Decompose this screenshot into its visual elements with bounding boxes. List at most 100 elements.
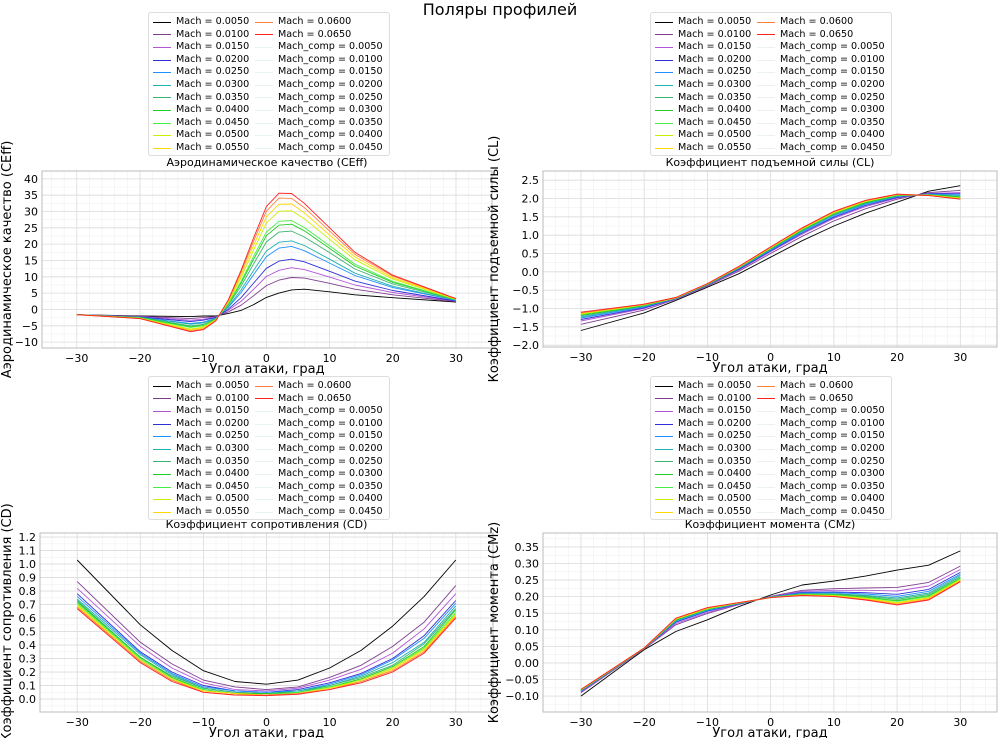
legend-label: Mach_comp = 0.0350 — [780, 116, 885, 128]
x-tick-label: 20 — [890, 351, 904, 364]
legend-item: Mach = 0.0150 — [655, 41, 751, 54]
y-tick-label: 1.1 — [19, 545, 37, 558]
x-tick-label: 0 — [767, 716, 774, 729]
figure-title: Поляры профилей — [422, 0, 578, 19]
legend-item: Mach = 0.0350 — [153, 92, 249, 105]
series-line-0.0200 — [76, 258, 457, 322]
legend-item: Mach = 0.0400 — [655, 104, 751, 117]
series-line-0.0100 — [580, 565, 961, 694]
legend-item: Mach_comp = 0.0200 — [757, 79, 885, 92]
legend-item: Mach_comp = 0.0250 — [255, 456, 383, 469]
legend-line-swatch — [757, 473, 775, 475]
series-line-0.0300 — [76, 240, 457, 325]
legend-column: Mach = 0.0600 Mach = 0.0650 Mach_comp = 0.… — [255, 16, 383, 155]
axes-frame — [542, 532, 998, 713]
legend-label: Mach_comp = 0.0450 — [780, 141, 885, 153]
legend-item: Mach = 0.0650 — [757, 393, 885, 406]
legend-line-swatch — [757, 135, 775, 137]
series-line-0.0550 — [76, 203, 457, 331]
x-tick-label: 30 — [449, 716, 463, 729]
legend-label: Mach_comp = 0.0150 — [780, 430, 885, 442]
legend-label: Mach_comp = 0.0300 — [278, 468, 383, 480]
legend-line-swatch — [757, 410, 775, 412]
legend-label: Mach_comp = 0.0400 — [278, 129, 383, 141]
y-tick-label: 1.0 — [19, 558, 37, 571]
legend-line-swatch — [655, 72, 673, 74]
legend-label: Mach_comp = 0.0050 — [278, 405, 383, 417]
legend-line-swatch — [255, 423, 273, 425]
legend: Mach = 0.0050 Mach = 0.0100 Mach = 0.0150 M… — [148, 12, 390, 156]
legend-item: Mach_comp = 0.0150 — [255, 66, 383, 79]
legend-item: Mach_comp = 0.0400 — [255, 493, 383, 506]
series-line-0.0050 — [580, 185, 961, 331]
legend-column: Mach = 0.0050 Mach = 0.0100 Mach = 0.0150 M… — [153, 380, 249, 519]
y-tick-label: 0.4 — [19, 639, 37, 652]
x-tick-label: 10 — [323, 716, 337, 729]
legend-line-swatch — [757, 436, 775, 438]
series-line-0.0600 — [76, 197, 457, 332]
legend-line-swatch — [757, 398, 775, 400]
legend-item: Mach = 0.0600 — [255, 380, 383, 393]
legend-item: Mach = 0.0550 — [153, 142, 249, 155]
legend-item: Mach = 0.0450 — [153, 117, 249, 130]
legend-line-swatch — [655, 109, 673, 111]
legend-label: Mach = 0.0400 — [678, 104, 752, 116]
series-line-0.0150 — [76, 267, 457, 321]
legend-label: Mach_comp = 0.0400 — [780, 129, 885, 141]
series-line-0.0050 — [76, 288, 457, 318]
legend-item: Mach = 0.0300 — [153, 79, 249, 92]
legend-item: Mach_comp = 0.0100 — [255, 54, 383, 67]
legend-line-swatch — [255, 59, 273, 61]
legend-item: Mach_comp = 0.0300 — [757, 468, 885, 481]
legend-label: Mach_comp = 0.0450 — [780, 505, 885, 517]
legend-item: Mach_comp = 0.0200 — [255, 79, 383, 92]
legend-line-swatch — [655, 473, 673, 475]
legend-label: Mach = 0.0150 — [176, 405, 250, 417]
legend-item: Mach_comp = 0.0050 — [757, 41, 885, 54]
legend-label: Mach = 0.0300 — [176, 442, 250, 454]
legend-item: Mach = 0.0450 — [655, 481, 751, 494]
x-tick-label: 0 — [767, 351, 774, 364]
legend-line-swatch — [153, 410, 171, 412]
y-tick-label: 0.25 — [515, 574, 540, 587]
legend-column: Mach = 0.0600 Mach = 0.0650 Mach_comp = 0.… — [255, 380, 383, 519]
legend-line-swatch — [255, 84, 273, 86]
legend-item: Mach_comp = 0.0300 — [757, 104, 885, 117]
legend-item: Mach = 0.0500 — [153, 493, 249, 506]
y-tick-label: 0 — [31, 303, 38, 316]
legend-line-swatch — [757, 499, 775, 501]
y-tick-label: 0.6 — [19, 612, 37, 625]
legend-label: Mach = 0.0200 — [176, 417, 250, 429]
legend-item: Mach = 0.0650 — [255, 29, 383, 42]
legend-line-swatch — [255, 448, 273, 450]
y-tick-label: 0.7 — [19, 599, 37, 612]
legend-line-swatch — [255, 473, 273, 475]
x-tick-label: 0 — [263, 352, 270, 365]
axes-frame — [41, 170, 493, 349]
series-line-0.0650 — [76, 192, 457, 333]
y-tick-label: 0.5 — [19, 626, 37, 639]
legend-label: Mach = 0.0450 — [678, 480, 752, 492]
y-tick-label: 0.0 — [19, 693, 37, 706]
x-tick-label: −20 — [128, 352, 151, 365]
legend-label: Mach_comp = 0.0300 — [780, 468, 885, 480]
legend-label: Mach = 0.0050 — [176, 380, 250, 391]
legend-line-swatch — [153, 97, 171, 99]
subplot-1: −30 −20 −10 0 10 20 30 −10 −5 0 5 10 15 20 25 30 35 40 Аэр… — [0, 141, 493, 378]
legend-label: Mach_comp = 0.0450 — [278, 505, 383, 517]
legend-label: Mach_comp = 0.0200 — [278, 78, 383, 90]
legend-item: Mach = 0.0200 — [153, 418, 249, 431]
legend-label: Mach_comp = 0.0400 — [780, 493, 885, 505]
x-tick-label: 30 — [449, 352, 463, 365]
legend-line-swatch — [655, 423, 673, 425]
legend-label: Mach = 0.0200 — [678, 417, 752, 429]
series-line-0.0500 — [76, 210, 457, 330]
legend-item: Mach_comp = 0.0100 — [255, 418, 383, 431]
y-tick-label: 40 — [24, 173, 38, 186]
legend-line-swatch — [255, 511, 273, 513]
legend-item: Mach = 0.0250 — [655, 66, 751, 79]
x-tick-label: −10 — [696, 716, 719, 729]
y-tick-label: −1.5 — [512, 321, 539, 334]
legend-line-swatch — [153, 486, 171, 488]
